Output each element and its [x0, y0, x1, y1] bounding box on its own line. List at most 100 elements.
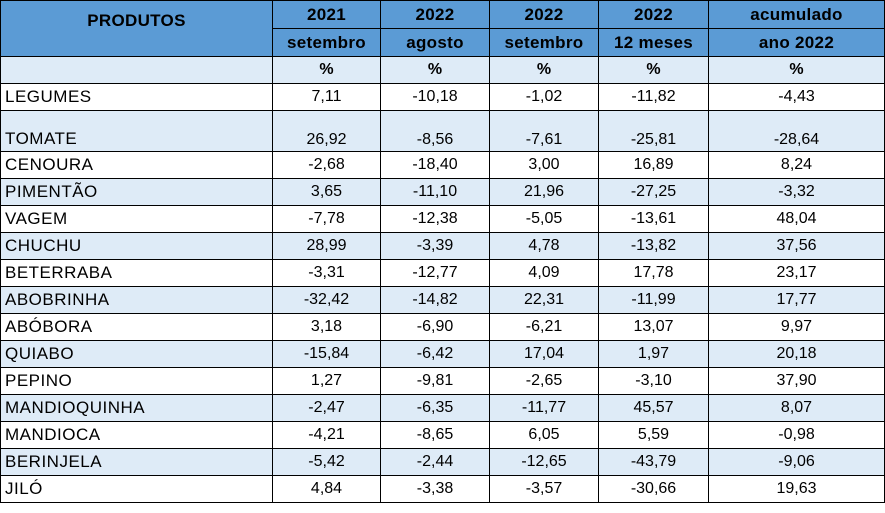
- col-header-year: 2022: [489, 0, 599, 29]
- value-cell: 16,89: [598, 151, 709, 179]
- value-cell: -13,82: [598, 232, 709, 260]
- value-cell: 28,99: [272, 232, 381, 260]
- value-cell: 8,24: [708, 151, 885, 179]
- col-header-period: agosto: [380, 28, 490, 57]
- value-cell: -11,77: [489, 394, 599, 422]
- col-header-year: 2022: [380, 0, 490, 29]
- value-cell: 37,90: [708, 367, 885, 395]
- value-cell: -7,61: [489, 110, 599, 152]
- value-cell: -6,90: [380, 313, 490, 341]
- product-name-cell: VAGEM: [0, 205, 273, 233]
- table-row: PIMENTÃO 3,65 -11,10 21,96 -27,25 -3,32: [0, 178, 885, 206]
- unit-cell: %: [598, 56, 709, 84]
- value-cell: 20,18: [708, 340, 885, 368]
- value-cell: -6,21: [489, 313, 599, 341]
- value-cell: 23,17: [708, 259, 885, 287]
- value-cell: 8,07: [708, 394, 885, 422]
- value-cell: -1,02: [489, 83, 599, 111]
- table-row: LEGUMES 7,11 -10,18 -1,02 -11,82 -4,43: [0, 83, 885, 111]
- value-cell: -11,99: [598, 286, 709, 314]
- value-cell: 17,78: [598, 259, 709, 287]
- value-cell: 17,77: [708, 286, 885, 314]
- value-cell: 13,07: [598, 313, 709, 341]
- value-cell: 9,97: [708, 313, 885, 341]
- product-name-cell: PIMENTÃO: [0, 178, 273, 206]
- value-cell: -12,77: [380, 259, 490, 287]
- value-cell: -11,82: [598, 83, 709, 111]
- value-cell: -8,56: [380, 110, 490, 152]
- col-header-period: 12 meses: [598, 28, 709, 57]
- col-header-period: setembro: [272, 28, 381, 57]
- header-row-periods: setembro agosto setembro 12 meses ano 20…: [1, 28, 885, 57]
- units-empty-cell: [0, 56, 273, 84]
- unit-cell: %: [708, 56, 885, 84]
- value-cell: -18,40: [380, 151, 490, 179]
- header-row-years: PRODUTOS 2021 2022 2022 2022 acumulado: [0, 0, 885, 57]
- unit-cell: %: [272, 56, 381, 84]
- value-cell: -3,31: [272, 259, 381, 287]
- value-cell: 1,97: [598, 340, 709, 368]
- value-cell: -15,84: [272, 340, 381, 368]
- products-header: PRODUTOS: [0, 0, 273, 57]
- col-header-year: 2021: [272, 0, 381, 29]
- table-row: MANDIOCA -4,21 -8,65 6,05 5,59 -0,98: [0, 421, 885, 449]
- product-name-cell: CENOURA: [0, 151, 273, 179]
- value-cell: -27,25: [598, 178, 709, 206]
- value-cell: -25,81: [598, 110, 709, 152]
- table-row: TOMATE 26,92 -8,56 -7,61 -25,81 -28,64: [0, 110, 885, 152]
- value-cell: 4,09: [489, 259, 599, 287]
- col-header-year: 2022: [598, 0, 709, 29]
- value-cell: -12,38: [380, 205, 490, 233]
- value-cell: -14,82: [380, 286, 490, 314]
- value-cell: -2,65: [489, 367, 599, 395]
- table-body: % % % % % LEGUMES 7,11 -10,18 -1,02 -11,82 -4…: [0, 56, 885, 503]
- units-row: % % % % %: [0, 56, 885, 84]
- value-cell: -3,38: [380, 475, 490, 503]
- value-cell: -4,21: [272, 421, 381, 449]
- table-row: ABÓBORA 3,18 -6,90 -6,21 13,07 9,97: [0, 313, 885, 341]
- value-cell: -0,98: [708, 421, 885, 449]
- value-cell: 37,56: [708, 232, 885, 260]
- value-cell: -2,44: [380, 448, 490, 476]
- value-cell: 6,05: [489, 421, 599, 449]
- value-cell: -3,39: [380, 232, 490, 260]
- unit-cell: %: [380, 56, 490, 84]
- table-row: ABOBRINHA -32,42 -14,82 22,31 -11,99 17,77: [0, 286, 885, 314]
- value-cell: -3,10: [598, 367, 709, 395]
- value-cell: -10,18: [380, 83, 490, 111]
- product-name-cell: BERINJELA: [0, 448, 273, 476]
- product-name-cell: JILÓ: [0, 475, 273, 503]
- value-cell: 1,27: [272, 367, 381, 395]
- value-cell: 26,92: [272, 110, 381, 152]
- product-name-cell: PEPINO: [0, 367, 273, 395]
- value-cell: -5,42: [272, 448, 381, 476]
- table-row: JILÓ 4,84 -3,38 -3,57 -30,66 19,63: [0, 475, 885, 503]
- table-row: BETERRABA -3,31 -12,77 4,09 17,78 23,17: [0, 259, 885, 287]
- value-cell: 3,65: [272, 178, 381, 206]
- value-cell: -12,65: [489, 448, 599, 476]
- value-cell: -9,81: [380, 367, 490, 395]
- col-header-period: setembro: [489, 28, 599, 57]
- table-row: QUIABO -15,84 -6,42 17,04 1,97 20,18: [0, 340, 885, 368]
- value-cell: -4,43: [708, 83, 885, 111]
- product-name-cell: MANDIOCA: [0, 421, 273, 449]
- value-cell: 22,31: [489, 286, 599, 314]
- product-name-cell: MANDIOQUINHA: [0, 394, 273, 422]
- col-header-year: acumulado: [708, 0, 885, 29]
- value-cell: -5,05: [489, 205, 599, 233]
- table-row: CHUCHU 28,99 -3,39 4,78 -13,82 37,56: [0, 232, 885, 260]
- table-row: VAGEM -7,78 -12,38 -5,05 -13,61 48,04: [0, 205, 885, 233]
- value-cell: -8,65: [380, 421, 490, 449]
- value-cell: 48,04: [708, 205, 885, 233]
- value-cell: -32,42: [272, 286, 381, 314]
- value-cell: 5,59: [598, 421, 709, 449]
- product-name-cell: LEGUMES: [0, 83, 273, 111]
- value-cell: -9,06: [708, 448, 885, 476]
- value-cell: -6,42: [380, 340, 490, 368]
- value-cell: 3,18: [272, 313, 381, 341]
- table-row: CENOURA -2,68 -18,40 3,00 16,89 8,24: [0, 151, 885, 179]
- col-header-period: ano 2022: [708, 28, 885, 57]
- value-cell: -3,32: [708, 178, 885, 206]
- value-cell: 45,57: [598, 394, 709, 422]
